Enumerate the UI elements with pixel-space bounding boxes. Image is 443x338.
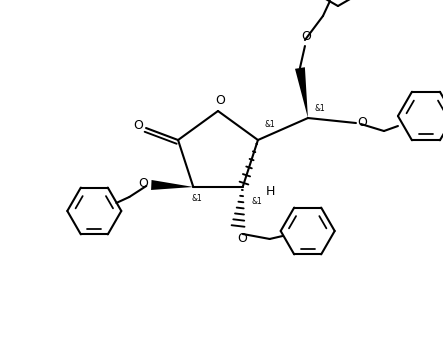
Polygon shape	[295, 67, 308, 118]
Text: &1: &1	[192, 194, 203, 203]
Text: O: O	[238, 233, 248, 245]
Text: &1: &1	[251, 197, 262, 207]
Text: H: H	[266, 186, 276, 198]
Polygon shape	[151, 180, 193, 190]
Text: O: O	[133, 119, 143, 131]
Text: O: O	[357, 116, 367, 128]
Text: &1: &1	[264, 120, 275, 128]
Text: O: O	[138, 177, 148, 191]
Text: O: O	[215, 95, 225, 107]
Text: &1: &1	[315, 103, 325, 113]
Text: O: O	[301, 29, 311, 43]
